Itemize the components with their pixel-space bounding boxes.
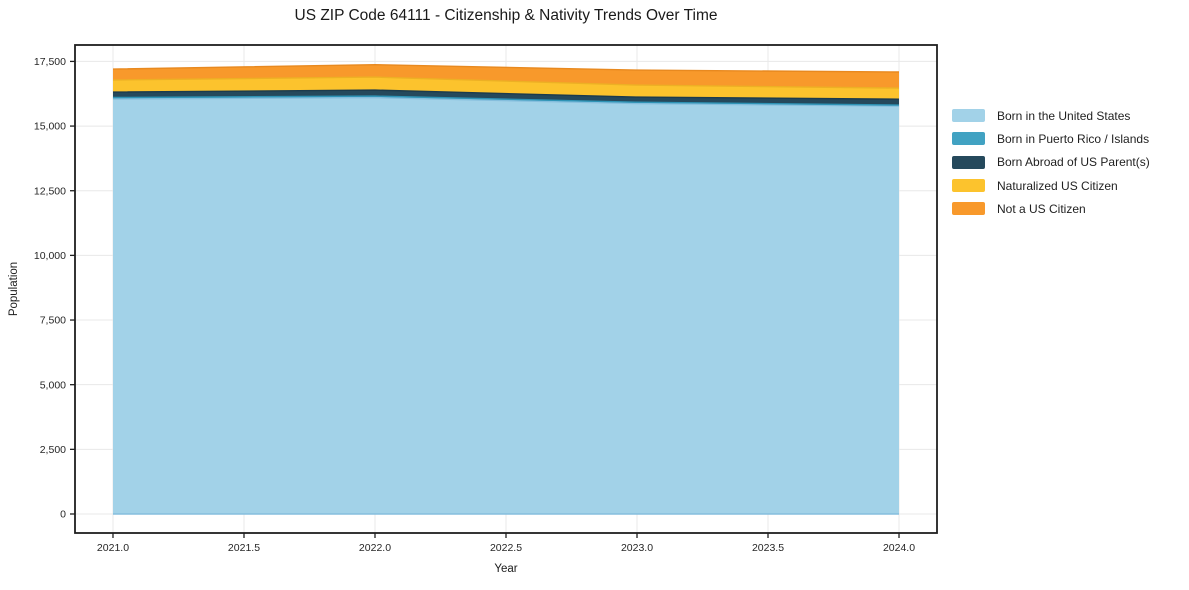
x-tick-label-4: 2023.0	[621, 542, 653, 554]
edge-born-in-the-united-states	[112, 96, 900, 107]
legend-item-born-abroad-of-us-parent-s: Born Abroad of US Parent(s)	[952, 151, 1184, 174]
edge-born-in-puerto-rico-islands	[112, 95, 900, 106]
legend-item-born-in-puerto-rico-islands: Born in Puerto Rico / Islands	[952, 127, 1184, 150]
legend-label: Born in the United States	[997, 108, 1131, 123]
legend-label: Naturalized US Citizen	[997, 178, 1118, 193]
y-tick-label-2: 5,000	[40, 379, 66, 391]
legend-swatch-born-abroad-of-us-parent-s	[952, 155, 985, 169]
edge-naturalized-us-citizen	[112, 76, 900, 89]
area-not-a-us-citizen	[113, 64, 899, 89]
legend-label: Not a US Citizen	[997, 201, 1086, 216]
area-born-abroad-of-us-parent-s	[113, 90, 899, 106]
legend-label: Born in Puerto Rico / Islands	[997, 131, 1150, 146]
legend-swatch-born-in-the-united-states	[952, 109, 985, 123]
area-born-in-the-united-states	[113, 97, 899, 514]
x-axis-label: Year	[494, 563, 518, 575]
legend-swatch-born-in-puerto-rico-islands	[952, 132, 985, 146]
legend: Born in the United States Born in Puerto …	[952, 104, 1184, 220]
y-tick-label-1: 2,500	[40, 444, 66, 456]
legend-item-not-a-us-citizen: Not a US Citizen	[952, 197, 1184, 220]
y-axis-label: Population	[8, 261, 20, 317]
x-tick-label-2: 2022.0	[359, 542, 391, 554]
y-tick-label-0: 0	[60, 509, 66, 521]
y-tick-label-4: 10,000	[34, 250, 66, 262]
area-naturalized-us-citizen	[113, 77, 899, 100]
legend-swatch-not-a-us-citizen	[952, 202, 985, 216]
x-tick-label-1: 2021.5	[228, 542, 260, 554]
y-tick-label-6: 15,000	[34, 121, 66, 133]
legend-item-naturalized-us-citizen: Naturalized US Citizen	[952, 174, 1184, 197]
edge-not-a-us-citizen	[112, 63, 900, 73]
x-tick-label-6: 2024.0	[883, 542, 915, 554]
x-tick-label-0: 2021.0	[97, 542, 129, 554]
legend-label: Born Abroad of US Parent(s)	[997, 155, 1150, 170]
y-tick-label-7: 17,500	[34, 56, 66, 68]
x-tick-label-3: 2022.5	[490, 542, 522, 554]
chart-title: US ZIP Code 64111 - Citizenship & Nativi…	[294, 7, 718, 24]
edge-born-abroad-of-us-parent-s	[112, 89, 900, 100]
x-tick-label-5: 2023.5	[752, 542, 784, 554]
y-tick-label-5: 12,500	[34, 185, 66, 197]
y-tick-label-3: 7,500	[40, 315, 66, 327]
legend-item-born-in-the-united-states: Born in the United States	[952, 104, 1184, 127]
legend-swatch-naturalized-us-citizen	[952, 179, 985, 193]
